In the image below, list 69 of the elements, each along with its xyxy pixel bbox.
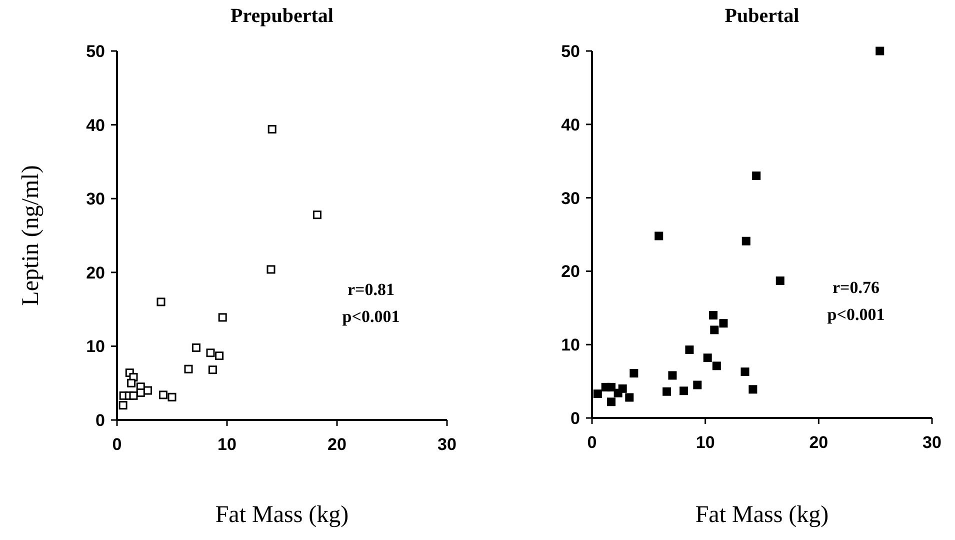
annotation: r=0.81 [348,280,394,299]
x-axis-title: Fat Mass (kg) [695,502,829,528]
point [752,172,761,180]
y-tick-label: 30 [86,190,105,209]
point [742,236,750,246]
point [668,371,677,380]
annotation: r=0.76 [832,278,880,297]
point [129,391,138,400]
point [127,378,136,388]
point [710,326,719,334]
y-tick-label: 20 [86,263,105,282]
point [740,368,750,376]
y-tick-label: 50 [561,42,580,61]
x-tick-label: 0 [587,433,597,452]
point [685,345,694,354]
point [625,393,634,402]
point [136,388,145,397]
point [312,210,322,220]
annotation: p<0.001 [342,307,400,326]
point [614,388,622,398]
point [709,310,718,320]
point [776,276,784,285]
x-tick-label: 30 [438,435,456,454]
point [218,313,227,322]
point [693,380,702,390]
point [703,354,712,362]
point [266,265,276,274]
y-tick-label: 0 [96,410,105,430]
point [593,390,602,398]
y-tick-label: 40 [86,116,105,135]
point [630,368,638,378]
y-tick-label: 40 [561,115,580,134]
annotation: p<0.001 [827,305,885,324]
point [607,382,616,392]
point [654,232,664,240]
chart-title: Pubertal [724,5,800,27]
y-axis-title: Leptin (ng/ml) [18,165,44,306]
point [876,46,884,56]
point [158,390,168,400]
x-tick-label: 20 [809,433,828,452]
point [184,364,193,374]
point [712,362,721,370]
y-tick-label: 10 [86,337,105,356]
y-tick-label: 50 [86,42,105,61]
x-tick-label: 20 [328,435,346,454]
x-tick-label: 10 [696,433,715,452]
point [144,386,152,395]
point [748,385,758,394]
point [680,386,688,396]
point [156,298,166,306]
point [215,352,224,360]
point [268,124,276,134]
point [662,387,672,396]
x-tick-label: 10 [218,435,236,454]
point [607,398,616,406]
point [208,366,217,374]
y-tick-label: 30 [561,188,580,208]
x-axis-title: Fat Mass (kg) [215,502,349,528]
x-tick-label: 0 [112,435,122,454]
point [118,400,128,410]
y-tick-label: 0 [570,408,580,428]
x-tick-label: 30 [922,433,942,452]
point [206,348,215,358]
point [719,319,728,328]
chart-title: Prepubertal [230,5,334,27]
y-tick-label: 10 [561,336,580,355]
point [168,392,176,402]
y-tick-label: 20 [561,262,580,282]
point [192,343,200,352]
